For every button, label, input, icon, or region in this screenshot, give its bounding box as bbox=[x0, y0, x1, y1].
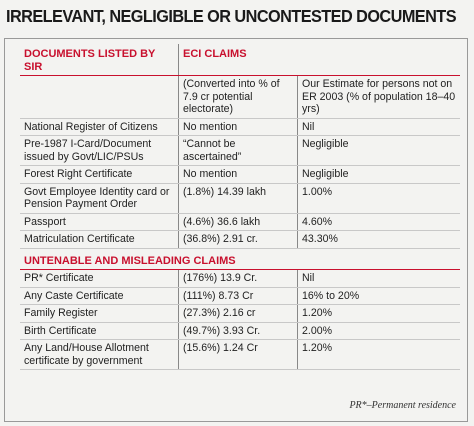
frame bbox=[4, 38, 468, 422]
cell: Birth Certificate bbox=[20, 322, 179, 340]
cell: Nil bbox=[297, 118, 460, 136]
cell: 43.30% bbox=[297, 230, 460, 249]
column-header: DOCUMENTS LISTED BY SIR bbox=[20, 44, 179, 76]
cell: Negligible bbox=[297, 165, 460, 184]
row: Any Caste Certificate (111%) 8.73 Cr 16% t… bbox=[20, 287, 460, 305]
cell: 1.00% bbox=[297, 183, 460, 214]
cell: 1.20% bbox=[297, 339, 460, 370]
row: Any Land/House Allotment certificate by … bbox=[20, 339, 460, 370]
cell: 2.00% bbox=[297, 322, 460, 340]
row: Matriculation Certificate (36.8%) 2.91 cr… bbox=[20, 230, 460, 249]
cell: (15.6%) 1.24 Cr bbox=[178, 339, 298, 370]
cell: Any Land/House Allotment certificate by … bbox=[20, 339, 179, 370]
cell: 16% to 20% bbox=[297, 287, 460, 305]
row: Birth Certificate (49.7%) 3.93 Cr. 2.00% bbox=[20, 322, 460, 340]
cell: Matriculation Certificate bbox=[20, 230, 179, 249]
subheader: (Converted into % of 7.9 cr potential el… bbox=[178, 75, 298, 119]
cell: 4.60% bbox=[297, 213, 460, 231]
cell: Any Caste Certificate bbox=[20, 287, 179, 305]
header-row: DOCUMENTS LISTED BY SIR ECI CLAIMS bbox=[20, 44, 460, 76]
cell: Family Register bbox=[20, 304, 179, 323]
cell bbox=[20, 75, 179, 119]
cell: 1.20% bbox=[297, 304, 460, 323]
cell: PR* Certificate bbox=[20, 269, 179, 288]
row: National Register of Citizens No mention N… bbox=[20, 118, 460, 136]
cell: Forest Right Certificate bbox=[20, 165, 179, 184]
column-header: ECI CLAIMS bbox=[178, 44, 460, 76]
cell: Govt Employee Identity card or Pension P… bbox=[20, 183, 179, 214]
section-title: UNTENABLE AND MISLEADING CLAIMS bbox=[20, 248, 460, 270]
cell: (1.8%) 14.39 lakh bbox=[178, 183, 298, 214]
cell: No mention bbox=[178, 118, 298, 136]
cell: (176%) 13.9 Cr. bbox=[178, 269, 298, 288]
row: Passport (4.6%) 36.6 lakh 4.60% bbox=[20, 213, 460, 231]
cell: Nil bbox=[297, 269, 460, 288]
cell: National Register of Citizens bbox=[20, 118, 179, 136]
cell: (27.3%) 2.16 cr bbox=[178, 304, 298, 323]
cell: “Cannot be ascertained” bbox=[178, 135, 298, 166]
row: Family Register (27.3%) 2.16 cr 1.20% bbox=[20, 304, 460, 323]
subheader-row: (Converted into % of 7.9 cr potential el… bbox=[20, 75, 460, 119]
subheader: Our Estimate for persons not on ER 2003 … bbox=[297, 75, 460, 119]
cell: Negligible bbox=[297, 135, 460, 166]
table: DOCUMENTS LISTED BY SIR ECI CLAIMS (Conver… bbox=[20, 44, 460, 370]
cell: (111%) 8.73 Cr bbox=[178, 287, 298, 305]
title: IRRELEVANT, NEGLIGIBLE OR UNCONTESTED DO… bbox=[6, 6, 457, 26]
footnote: PR*–Permanent residence bbox=[349, 400, 456, 411]
cell: Pre-1987 I-Card/Document issued by Govt/… bbox=[20, 135, 179, 166]
row: Forest Right Certificate No mention Neglig… bbox=[20, 165, 460, 184]
cell: (36.8%) 2.91 cr. bbox=[178, 230, 298, 249]
cell: (4.6%) 36.6 lakh bbox=[178, 213, 298, 231]
row: PR* Certificate (176%) 13.9 Cr. Nil bbox=[20, 269, 460, 288]
row: Pre-1987 I-Card/Document issued by Govt/… bbox=[20, 135, 460, 166]
row: Govt Employee Identity card or Pension P… bbox=[20, 183, 460, 214]
cell: Passport bbox=[20, 213, 179, 231]
section-row: UNTENABLE AND MISLEADING CLAIMS bbox=[20, 248, 460, 270]
cell: No mention bbox=[178, 165, 298, 184]
cell: (49.7%) 3.93 Cr. bbox=[178, 322, 298, 340]
